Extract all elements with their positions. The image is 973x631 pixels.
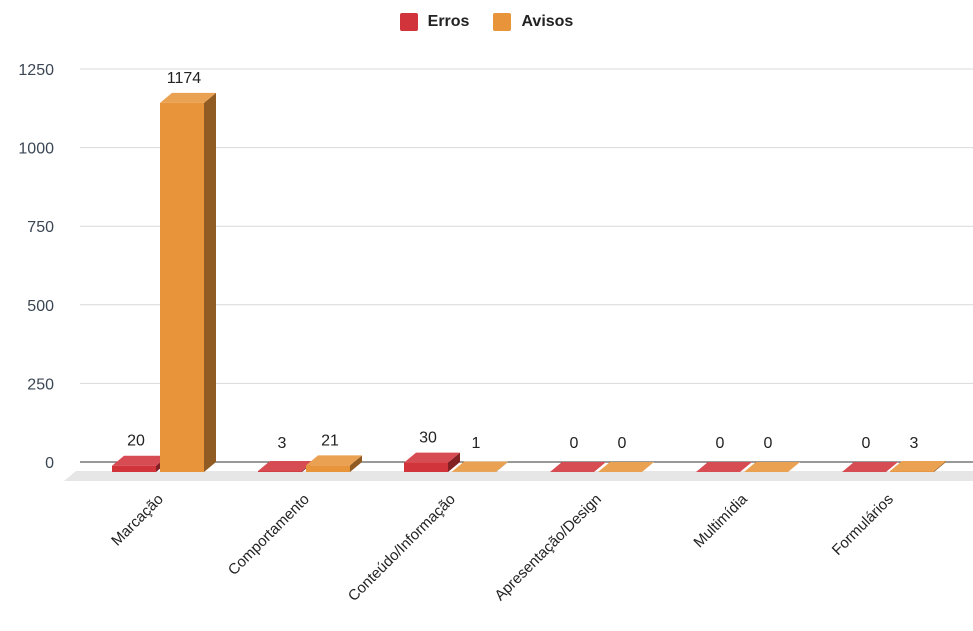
- bar-top-face: [744, 462, 800, 472]
- chart-floor: [64, 471, 973, 481]
- bar-top-face: [258, 461, 314, 472]
- data-label: 3: [910, 435, 919, 452]
- bar-top-face: [890, 461, 946, 472]
- bar-top-face: [452, 461, 508, 472]
- y-tick-label: 1250: [18, 62, 54, 79]
- y-tick-label: 1000: [18, 141, 54, 158]
- bar-avisos-3[interactable]: [598, 462, 654, 472]
- data-label: 1: [472, 435, 481, 452]
- data-label: 30: [419, 430, 437, 447]
- bar-front-face: [890, 471, 934, 472]
- bar-side-face: [934, 461, 946, 472]
- data-label: 0: [716, 435, 725, 452]
- bar-front-face: [258, 471, 302, 472]
- bar-front-face: [306, 465, 350, 472]
- bar-top-face: [696, 462, 752, 472]
- bar-top-face: [112, 455, 168, 466]
- x-category-label: Marcação: [108, 491, 167, 550]
- data-label: 21: [321, 432, 339, 449]
- x-category-label: Conteúdo/Informação: [345, 491, 459, 605]
- x-category-label: Formulários: [829, 491, 897, 559]
- legend-label-avisos: Avisos: [521, 13, 574, 30]
- legend-item-avisos[interactable]: Avisos: [493, 13, 573, 31]
- bar-side-face: [496, 461, 508, 472]
- bar-top-face: [404, 452, 460, 463]
- x-category-label: Multimídia: [690, 490, 751, 551]
- bar-top-face: [598, 462, 654, 472]
- bar-front-face: [112, 465, 156, 472]
- bar-top-face: [550, 462, 606, 472]
- bar-side-face: [448, 452, 460, 472]
- bar-erros-1[interactable]: [258, 461, 314, 472]
- bar-erros-4[interactable]: [696, 462, 752, 472]
- bar-top-face: [160, 92, 216, 103]
- bar-top-face: [306, 455, 362, 466]
- data-label: 0: [570, 435, 579, 452]
- legend-swatch-erros: [399, 13, 418, 31]
- bar-avisos-0[interactable]: [160, 92, 216, 472]
- y-tick-label: 0: [45, 455, 54, 472]
- y-tick-label: 250: [27, 376, 54, 393]
- y-tick-label: 750: [27, 219, 54, 236]
- data-label: 0: [618, 435, 627, 452]
- bar-front-face: [160, 102, 204, 472]
- legend-label-erros: Erros: [427, 13, 470, 30]
- legend-item-erros[interactable]: Erros: [399, 13, 470, 31]
- data-label: 3: [278, 435, 287, 452]
- bar-erros-0[interactable]: [112, 455, 168, 472]
- bar-erros-2[interactable]: [404, 452, 460, 472]
- bar-avisos-2[interactable]: [452, 461, 508, 472]
- data-label: 20: [127, 433, 145, 450]
- bar-erros-5[interactable]: [842, 462, 898, 472]
- bar-erros-3[interactable]: [550, 462, 606, 472]
- data-label: 1174: [167, 70, 202, 87]
- bar-top-face: [842, 462, 898, 472]
- y-tick-label: 500: [27, 298, 54, 315]
- x-category-label: Comportamento: [225, 491, 313, 579]
- data-label: 0: [862, 435, 871, 452]
- data-label: 0: [764, 435, 773, 452]
- bar-front-face: [404, 462, 448, 472]
- legend-swatch-avisos: [493, 13, 512, 31]
- bar-avisos-5[interactable]: [890, 461, 946, 472]
- chart-legend: Erros Avisos: [0, 13, 973, 31]
- bar-avisos-1[interactable]: [306, 455, 362, 472]
- bar-avisos-4[interactable]: [744, 462, 800, 472]
- bar-side-face: [350, 455, 362, 472]
- bar-side-face: [204, 92, 216, 472]
- x-category-label: Apresentação/Design: [491, 491, 604, 604]
